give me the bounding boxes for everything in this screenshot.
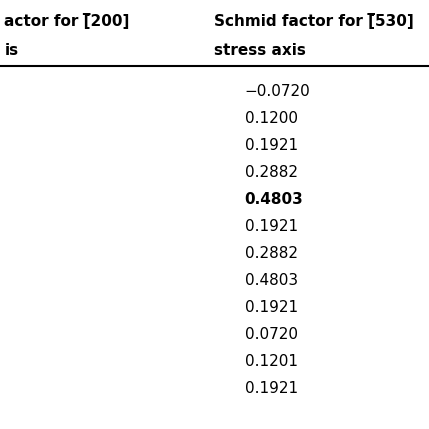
Text: 0.0720: 0.0720 [245,327,298,342]
Text: 0.2882: 0.2882 [245,246,298,261]
Text: 0.1921: 0.1921 [245,381,298,396]
Text: actor for [̅200]: actor for [̅200] [4,13,130,29]
Text: 0.1921: 0.1921 [245,219,298,234]
Text: 0.2882: 0.2882 [245,165,298,180]
Text: stress axis: stress axis [214,43,306,58]
Text: −0.0720: −0.0720 [245,84,310,99]
Text: 0.4803: 0.4803 [245,192,303,207]
Text: Schmid factor for [̅530]: Schmid factor for [̅530] [214,13,414,29]
Text: 0.1200: 0.1200 [245,111,298,126]
Text: is: is [4,43,18,58]
Text: 0.4803: 0.4803 [245,273,298,288]
Text: 0.1921: 0.1921 [245,138,298,153]
Text: 0.1201: 0.1201 [245,354,298,369]
Text: 0.1921: 0.1921 [245,300,298,315]
